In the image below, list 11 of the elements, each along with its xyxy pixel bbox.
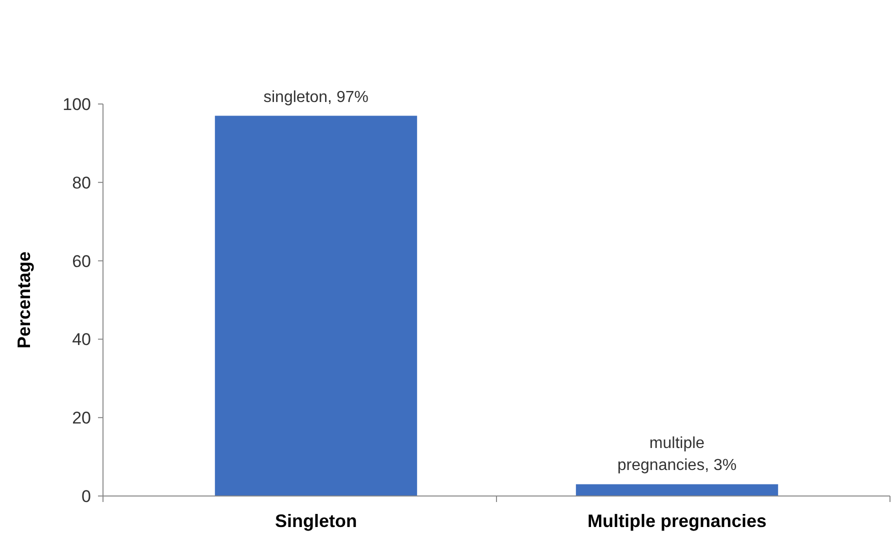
y-tick-label: 40 <box>72 330 91 350</box>
y-axis-title: Percentage <box>14 251 34 349</box>
data-label: singleton, 97% <box>264 88 368 106</box>
x-tick-label: Singleton <box>274 511 357 531</box>
x-tick-label: Multiple pregnancies <box>587 511 767 531</box>
y-tick-label: 20 <box>72 408 91 428</box>
y-tick-label: 0 <box>82 486 91 506</box>
data-label: multiple pregnancies, 3% <box>617 435 737 474</box>
y-tick-label: 60 <box>72 252 91 271</box>
y-tick-label: 100 <box>62 94 91 114</box>
y-tick-label: 80 <box>72 173 91 192</box>
